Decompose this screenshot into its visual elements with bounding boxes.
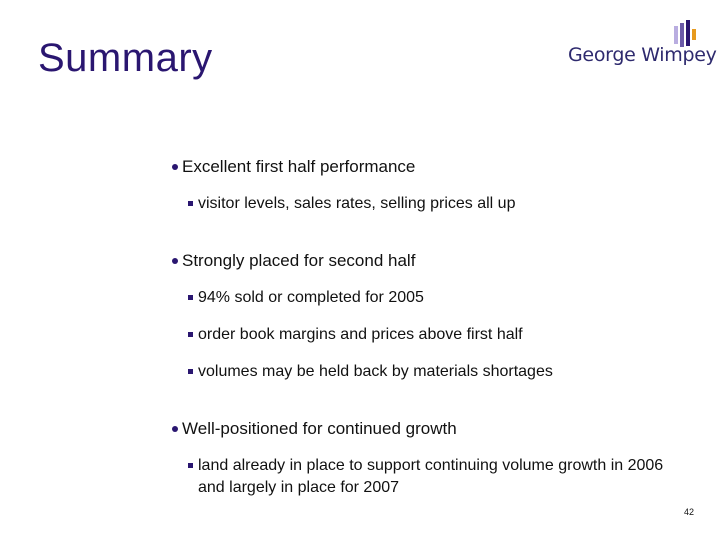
round-bullet-icon	[172, 426, 178, 432]
square-bullet-icon	[188, 369, 193, 374]
bullet-item: order book margins and prices above firs…	[172, 324, 692, 346]
company-logo: George Wimpey	[568, 18, 717, 70]
square-bullet-icon	[188, 463, 193, 468]
bullet-heading: Strongly placed for second half	[172, 250, 692, 272]
page-number: 42	[684, 507, 695, 517]
round-bullet-icon	[172, 164, 178, 170]
square-bullet-icon	[188, 201, 193, 206]
logo-text: George Wimpey	[568, 44, 717, 66]
logo-bars-icon	[674, 20, 696, 47]
bullet-heading: Well-positioned for continued growth	[172, 418, 692, 440]
bullet-item: visitor levels, sales rates, selling pri…	[172, 193, 692, 215]
square-bullet-icon	[188, 295, 193, 300]
slide-title: Summary	[38, 36, 213, 80]
square-bullet-icon	[188, 332, 193, 337]
round-bullet-icon	[172, 258, 178, 264]
bullet-list: Excellent first half performance visitor…	[172, 156, 692, 499]
bullet-heading: Excellent first half performance	[172, 156, 692, 178]
bullet-item: 94% sold or completed for 2005	[172, 287, 692, 309]
bullet-item: volumes may be held back by materials sh…	[172, 361, 692, 383]
bullet-item: land already in place to support continu…	[172, 455, 688, 499]
